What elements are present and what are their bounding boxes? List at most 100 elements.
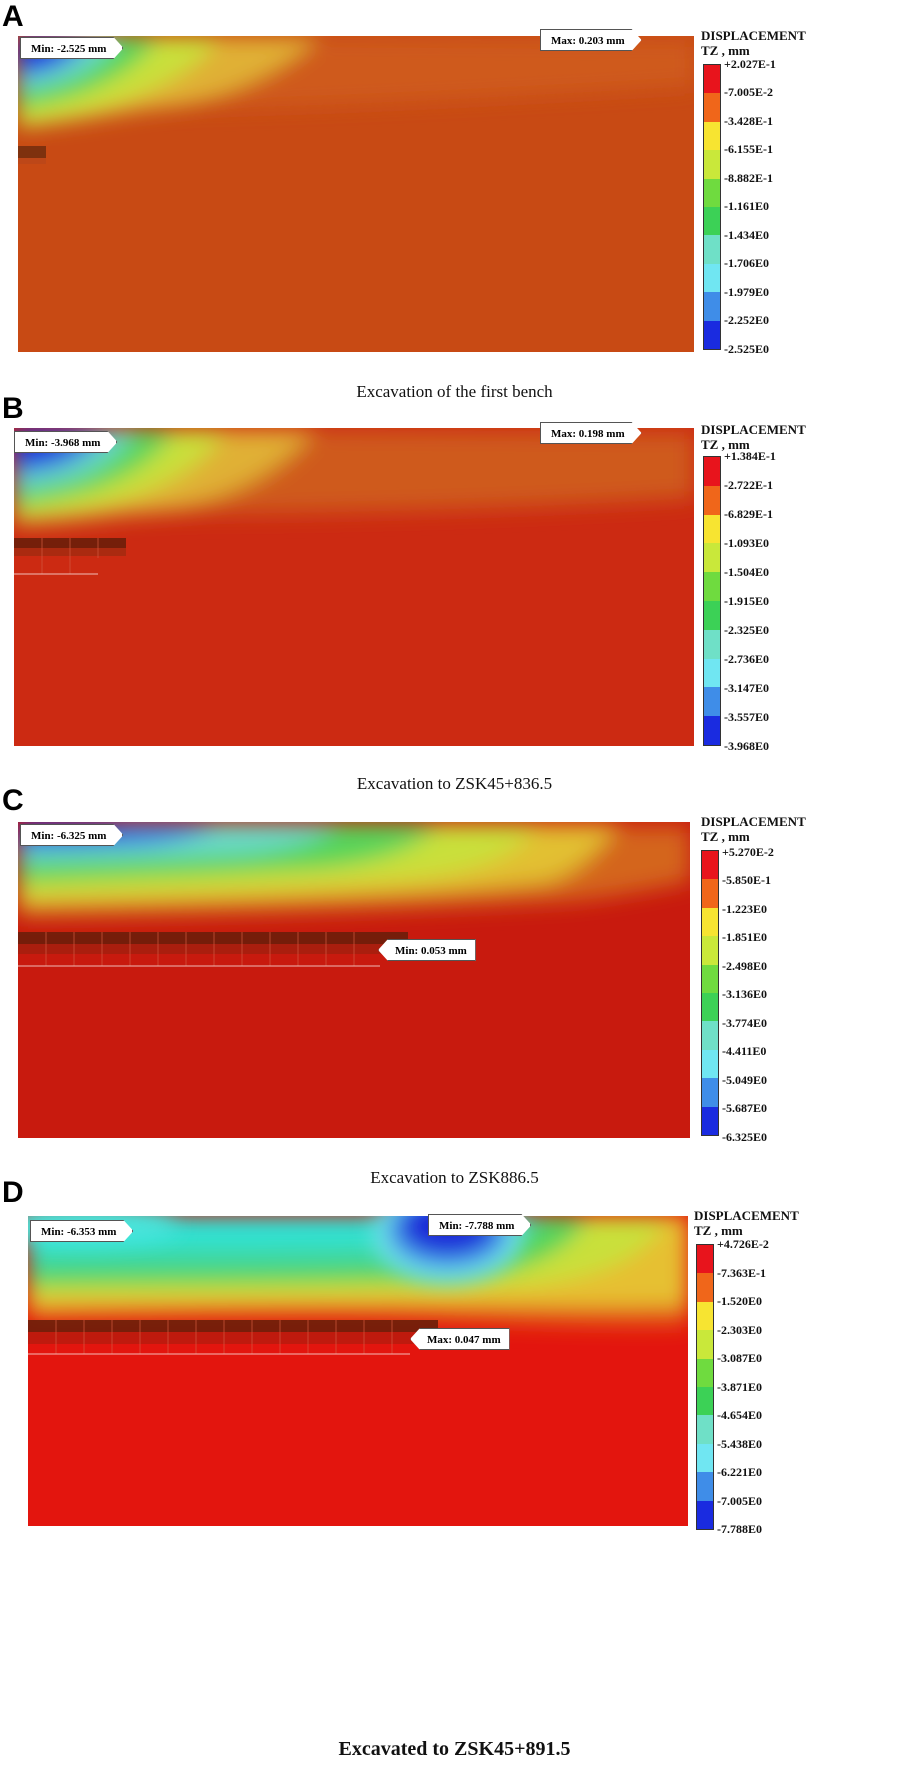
- legend-label: -1.520E0: [717, 1294, 762, 1308]
- legend-title-line1: DISPLACEMENT: [701, 814, 806, 829]
- legend-label: -1.161E0: [724, 199, 769, 213]
- legend-label: -3.557E0: [724, 710, 769, 724]
- legend-label: -2.736E0: [724, 652, 769, 666]
- legend-swatch: [697, 1443, 713, 1473]
- legend-swatch: [704, 485, 720, 515]
- legend-swatch: [704, 687, 720, 717]
- legend-label: -6.325E0: [722, 1130, 767, 1144]
- legend-label: -3.147E0: [724, 681, 769, 695]
- legend-swatch: [702, 1049, 718, 1079]
- legend-title-line1: DISPLACEMENT: [701, 422, 806, 437]
- legend-label: -7.363E-1: [717, 1266, 766, 1280]
- contour-plot: [28, 1216, 688, 1526]
- legend-swatch: [697, 1500, 713, 1530]
- legend-label: -2.498E0: [722, 959, 767, 973]
- legend-title-line2: TZ , mm: [694, 1223, 743, 1238]
- legend-swatch: [697, 1387, 713, 1416]
- contour-plot: [14, 428, 694, 746]
- legend-swatch: [704, 292, 720, 321]
- legend-label: -1.851E0: [722, 930, 767, 944]
- contour-plot: [18, 822, 690, 1138]
- panel-caption: Excavation of the first bench: [356, 382, 553, 401]
- legend-swatch: [704, 457, 720, 486]
- legend-swatch: [704, 150, 720, 179]
- legend-swatch: [704, 514, 720, 544]
- legend-swatch: [697, 1273, 713, 1302]
- legend-swatch: [704, 320, 720, 350]
- legend-title-line2: TZ , mm: [701, 43, 750, 58]
- legend-color-bar: [703, 456, 721, 746]
- legend-title-line2: TZ , mm: [701, 437, 750, 452]
- legend-swatch: [697, 1245, 713, 1274]
- legend-swatch: [704, 93, 720, 122]
- legend-label: -2.525E0: [724, 342, 769, 356]
- legend-label: -1.434E0: [724, 228, 769, 242]
- min-callout: Min: -6.353 mm: [30, 1220, 133, 1242]
- legend-label: -2.252E0: [724, 313, 769, 327]
- panel-d: D: [0, 1176, 909, 1771]
- legend-label: -3.871E0: [717, 1380, 762, 1394]
- legend-swatch: [702, 879, 718, 908]
- panel-letter: D: [2, 1176, 24, 1209]
- contour-graphic: [28, 1216, 688, 1526]
- legend-label: -4.411E0: [722, 1044, 767, 1058]
- legend-label: -6.155E-1: [724, 142, 773, 156]
- legend-label: -6.829E-1: [724, 507, 773, 521]
- legend-swatch: [702, 1021, 718, 1050]
- panel-caption: Excavation to ZSK886.5: [370, 1168, 539, 1187]
- legend-swatch: [697, 1301, 713, 1331]
- legend-swatch: [702, 907, 718, 937]
- legend-title: DISPLACEMENT TZ , mm: [694, 1208, 799, 1238]
- legend-label: +2.027E-1: [724, 57, 776, 71]
- legend-swatch: [704, 65, 720, 94]
- legend-title: DISPLACEMENT TZ , mm: [701, 28, 806, 58]
- legend-label: -1.504E0: [724, 565, 769, 579]
- panel-letter: B: [2, 392, 24, 425]
- legend-label: -5.850E-1: [722, 873, 771, 887]
- legend-swatch: [697, 1472, 713, 1501]
- min-callout: Min: -7.788 mm: [428, 1214, 531, 1236]
- min-callout: Min: -2.525 mm: [20, 37, 123, 59]
- legend-label: -2.303E0: [717, 1323, 762, 1337]
- panel-b: B Min: -3.968 mm Max: 0.198: [0, 392, 909, 812]
- legend-swatch: [702, 993, 718, 1022]
- max-callout: Max: 0.203 mm: [540, 29, 642, 51]
- legend-label: -5.049E0: [722, 1073, 767, 1087]
- legend-label: -4.654E0: [717, 1408, 762, 1422]
- legend-swatch: [704, 207, 720, 236]
- legend-label: +1.384E-1: [724, 449, 776, 463]
- legend-label: -7.005E-2: [724, 85, 773, 99]
- panel-letter: C: [2, 784, 24, 817]
- legend-label: -1.223E0: [722, 902, 767, 916]
- contour-graphic: [14, 428, 694, 746]
- legend-swatch: [702, 936, 718, 965]
- panel-caption: Excavation to ZSK45+836.5: [356, 774, 553, 793]
- legend-label: -1.915E0: [724, 594, 769, 608]
- legend-title-line2: TZ , mm: [701, 829, 750, 844]
- legend-swatch: [704, 716, 720, 745]
- legend-swatch: [704, 572, 720, 601]
- legend-label: -5.687E0: [722, 1101, 767, 1115]
- legend-swatch: [704, 600, 720, 630]
- min-callout: Min: -6.325 mm: [20, 824, 123, 846]
- legend-swatch: [704, 235, 720, 264]
- legend-label: -2.722E-1: [724, 478, 773, 492]
- contour-plot: [18, 36, 694, 352]
- legend-label: -5.438E0: [717, 1437, 762, 1451]
- legend-color-bar: [703, 64, 721, 350]
- legend-color-bar: [701, 850, 719, 1136]
- min-callout: Min: 0.053 mm: [378, 939, 476, 961]
- legend-label: -2.325E0: [724, 623, 769, 637]
- panel-letter: A: [2, 0, 24, 33]
- legend-label: -7.788E0: [717, 1522, 762, 1536]
- legend-swatch: [704, 543, 720, 573]
- legend-color-bar: [696, 1244, 714, 1530]
- legend-label: -3.087E0: [717, 1351, 762, 1365]
- legend-swatch: [697, 1415, 713, 1444]
- legend-swatch: [697, 1330, 713, 1359]
- legend-swatch: [702, 964, 718, 994]
- legend-title-line1: DISPLACEMENT: [694, 1208, 799, 1223]
- legend-title: DISPLACEMENT TZ , mm: [701, 422, 806, 452]
- panel-caption: Excavated to ZSK45+891.5: [338, 1738, 571, 1760]
- max-callout: Max: 0.047 mm: [410, 1328, 510, 1350]
